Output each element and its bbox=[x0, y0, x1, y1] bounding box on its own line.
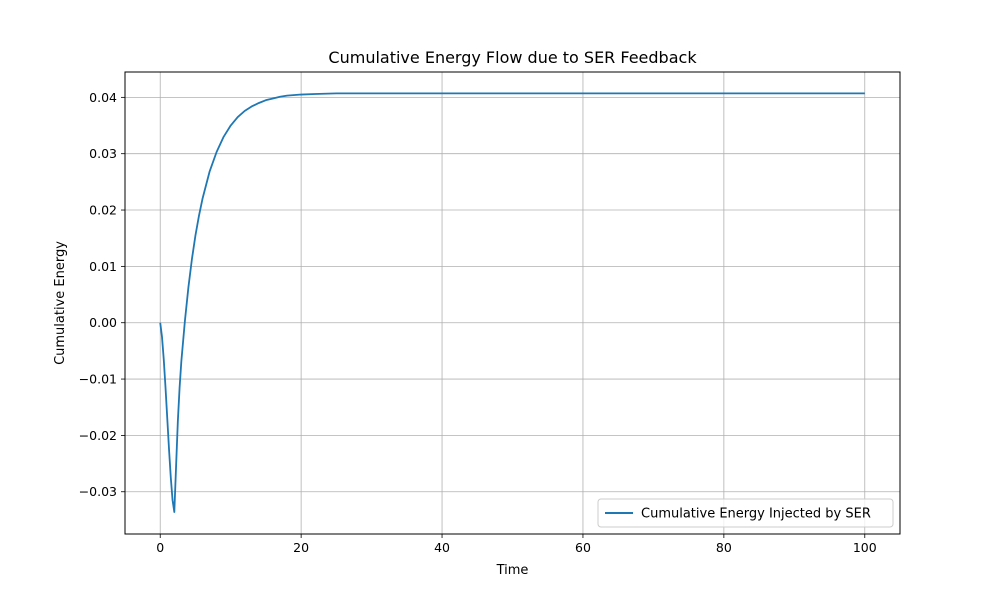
chart-title: Cumulative Energy Flow due to SER Feedba… bbox=[328, 48, 697, 67]
y-tick-label: 0.04 bbox=[89, 90, 117, 105]
y-tick-label: −0.02 bbox=[79, 428, 117, 443]
x-axis-label: Time bbox=[496, 563, 529, 578]
x-tick-label: 20 bbox=[293, 540, 309, 555]
legend-label: Cumulative Energy Injected by SER bbox=[641, 507, 871, 522]
y-tick-label: 0.02 bbox=[89, 203, 117, 218]
x-tick-label: 60 bbox=[575, 540, 591, 555]
legend-box bbox=[597, 498, 894, 528]
y-tick-label: 0.00 bbox=[89, 315, 117, 330]
y-tick-label: 0.01 bbox=[89, 259, 117, 274]
y-tick-label: −0.01 bbox=[79, 372, 117, 387]
grid bbox=[125, 72, 900, 534]
y-tick-label: 0.03 bbox=[89, 146, 117, 161]
ticks: 0 20 40 60 80 100 −0.03 −0.02 −0.01 0.00 0.01 0.02 0… bbox=[79, 90, 877, 555]
x-tick-label: 40 bbox=[434, 540, 450, 555]
x-tick-label: 80 bbox=[716, 540, 732, 555]
legend: Cumulative Energy Injected by SER bbox=[597, 498, 894, 528]
x-tick-label: 100 bbox=[853, 540, 877, 555]
y-tick-label: −0.03 bbox=[79, 484, 117, 499]
series-layer bbox=[159, 92, 865, 513]
plot-frame bbox=[124, 71, 901, 535]
y-axis-label: Cumulative Energy bbox=[53, 241, 68, 365]
x-tick-label: 0 bbox=[156, 540, 164, 555]
series-line bbox=[159, 92, 865, 513]
